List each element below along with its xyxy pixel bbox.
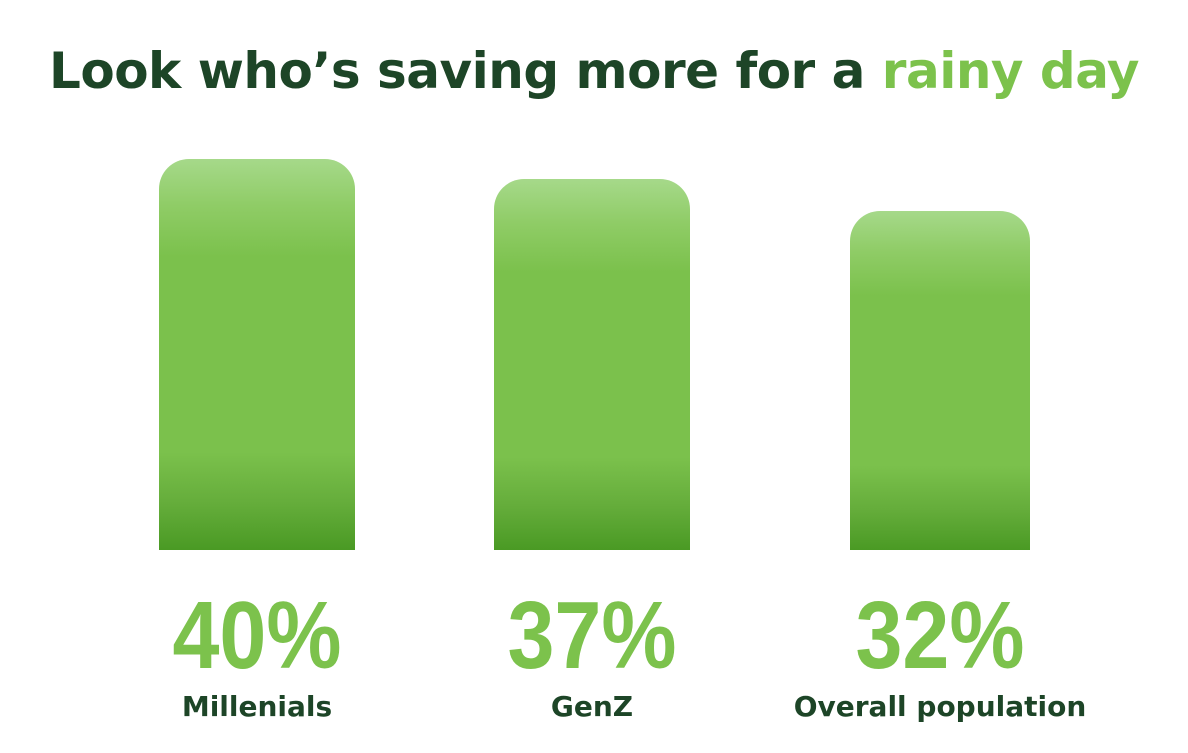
chart-title: Look who’s saving more for a rainy day [0, 42, 1188, 100]
bar-2 [850, 211, 1030, 550]
bar-1 [494, 178, 690, 550]
bar-0 [159, 159, 355, 550]
category-label: Overall population [793, 690, 1087, 723]
data-label: 37% [507, 582, 677, 689]
category-label: Millenials [181, 690, 333, 723]
category-label: GenZ [550, 690, 634, 723]
data-label: 40% [172, 582, 342, 689]
title-accent: rainy day [881, 42, 1140, 100]
data-label: 32% [855, 582, 1025, 689]
title-main: Look who’s saving more for a [48, 42, 865, 100]
